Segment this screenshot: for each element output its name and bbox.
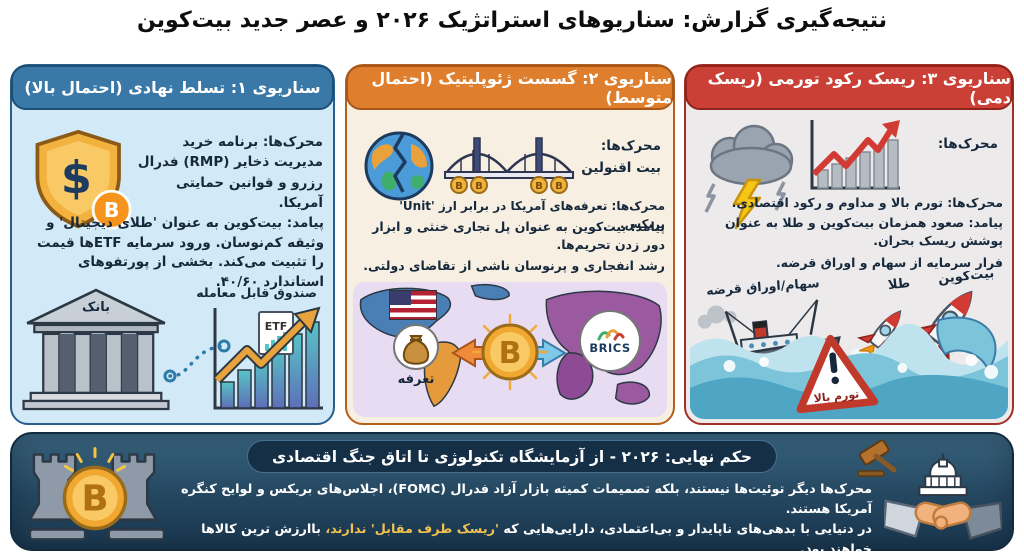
verdict-line2-highlight: 'ریسک طرف مقابل' ندارند، [325, 522, 499, 537]
page-title: نتیجه‌گیری گزارش: سناریوهای استراتژیک ۲۰… [136, 8, 888, 33]
etf-chart-icon: ETF [207, 306, 325, 416]
gavel-icon [857, 439, 897, 477]
coin-glyph: B [555, 181, 563, 192]
tariff-label: تعرفه [397, 372, 435, 387]
storm-cloud-icon [696, 122, 802, 230]
world-map-scene: تعرفه B [353, 282, 667, 417]
bitcoin-bridge-icon: B B B B [443, 132, 575, 194]
bitcoin-glyph: B [81, 479, 108, 520]
stagflation-sea-scene: سهام/اوراق قرضه طلا بیت‌کوین [690, 271, 1008, 419]
scenario1-panel: سناریوی ۱: تسلط نهادی (احتمال بالا) $ B … [10, 64, 335, 425]
brics-logo-icon [597, 329, 625, 341]
shield-dollar-bitcoin-icon: $ B [30, 128, 132, 232]
bank-icon: بانک [20, 284, 172, 416]
verdict-banner: B حکم نهایی: ۲۰۲۶ - از آزمایشگاه تکنولوژ… [10, 432, 1014, 557]
handshake-capitol-icon [884, 453, 1002, 540]
verdict-line1: محرک‌ها دیگر توئیت‌ها نیستند، بلکه تصمیم… [181, 482, 872, 517]
verdict-line2: در دنیایی با بدهی‌های ناپایدار و بی‌اعتم… [164, 520, 872, 559]
scenario3-drivers-text: محرک‌ها: تورم بالا و مداوم و رکود اقتصاد… [731, 195, 1003, 210]
inflation-chart-icon [806, 118, 902, 194]
scenario2-outcome-text: پیامد: بیت‌کوین به عنوان پل تجاری خنثی و… [372, 219, 665, 253]
coin-glyph: B [475, 181, 483, 192]
bitcoin-glyph: B [104, 198, 120, 222]
bitcoin-glyph: B [499, 336, 522, 371]
verdict-body: محرک‌ها دیگر توئیت‌ها نیستند، بلکه تصمیم… [164, 480, 872, 559]
scenario3-drivers-heading: محرک‌ها: [937, 136, 998, 152]
scenario2-drivers-subheading: بیت اقنولین [581, 160, 661, 176]
brics-label: BRICS [589, 341, 631, 355]
scenario3-capital-flight-text: فرار سرمایه از سهام و اوراق قرضه. [775, 255, 1003, 270]
scenario3-panel: سناریوی ۳: ریسک رکود تورمی (ریسک دمی) مح… [684, 64, 1014, 425]
bitcoin-coin-icon: B [471, 313, 549, 391]
coin-glyph: B [535, 181, 543, 192]
scenario1-outcome-text: پیامد: بیت‌کوین به عنوان 'طلای دیجیتال' … [37, 215, 324, 290]
etf-label: صندوق قابل معامله [196, 285, 317, 300]
brics-badge: BRICS [579, 310, 641, 372]
scenario2-drivers-text: محرک‌ها: تعرفه‌های آمریکا در برابر ارز '… [399, 199, 665, 231]
dotted-connector [163, 339, 231, 383]
scenario2-drivers-heading: محرک‌ها: [600, 138, 661, 154]
verdict-line2-pre: در دنیایی با بدهی‌های ناپایدار و بی‌اعتم… [498, 522, 872, 537]
us-flag-icon [389, 290, 437, 320]
chess-rooks-bitcoin-icon: B [28, 447, 164, 541]
inflation-warning-triangle: تورم بالا [788, 329, 880, 417]
scenario1-header: سناریوی ۱: تسلط نهادی (احتمال بالا) [11, 65, 334, 110]
gold-rocket-label: طلا [887, 275, 911, 294]
scenario1-drivers-text: محرک‌ها: برنامه خرید مدیریت ذخایر (RMP) … [137, 134, 323, 211]
cracked-globe-icon [363, 130, 435, 202]
scenario3-header: سناریوی ۳: ریسک رکود تورمی (ریسک دمی) [685, 65, 1013, 110]
coin-glyph: B [455, 181, 463, 192]
verdict-line2-post: باارزش ترین کالاها خواهند بود. [201, 522, 872, 557]
scenario2-header: سناریوی ۲: گسست ژئوپلیتیک (احتمال متوسط) [346, 65, 674, 110]
verdict-title: حکم نهایی: ۲۰۲۶ - از آزمایشگاه تکنولوژی … [246, 440, 778, 473]
scenario2-growth-text: رشد انفجاری و پرنوسان ناشی از تقاضای دول… [363, 258, 665, 273]
scenario3-outcome-text: پیامد: صعود همزمان بیت‌کوین و طلا به عنو… [724, 215, 1003, 249]
scenario2-panel: سناریوی ۲: گسست ژئوپلیتیک (احتمال متوسط) [345, 64, 675, 425]
bank-label: بانک [82, 300, 110, 315]
bitcoin-rocket-label: بیت‌کوین [937, 271, 995, 287]
etf-doc-label: ETF [265, 320, 288, 333]
dollar-glyph: $ [61, 153, 92, 204]
tariff-money-bag-icon [393, 324, 439, 370]
